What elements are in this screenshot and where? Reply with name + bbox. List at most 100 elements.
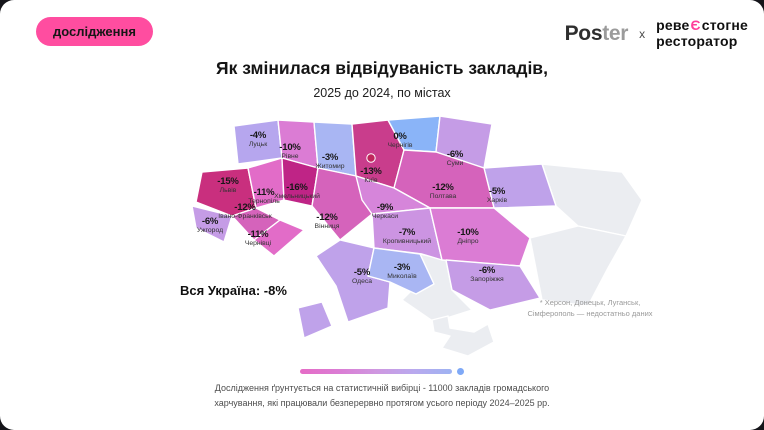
region-value: -4%: [249, 130, 267, 141]
kyiv-city-marker: [366, 153, 376, 163]
region-label-cherkasy: -9% Черкаси: [372, 202, 398, 220]
region-label-rivne: -10% Рівне: [279, 142, 301, 160]
map-labels: -4% Луцьк -10% Рівне -3% Житомир -13% Київ 0% Чер…: [190, 108, 660, 373]
footer-line2: харчування, які працювали безперервно пр…: [214, 397, 550, 408]
region-city: Київ: [364, 177, 378, 184]
region-city: Кропивницький: [382, 238, 432, 245]
region-label-poltava: -12% Полтава: [430, 182, 457, 200]
region-value: -13%: [360, 166, 382, 177]
region-label-vinnytsia: -12% Вінниця: [315, 212, 340, 230]
region-value: -6%: [478, 265, 496, 276]
region-label-uzhhorod: -6% Ужгород: [197, 216, 223, 234]
region-label-kharkiv: -5% Харків: [487, 186, 507, 204]
region-city: Запоріжжя: [470, 276, 504, 283]
poster-logo: Poster: [565, 22, 629, 46]
methodology-footer: Дослідження ґрунтується на статистичній …: [0, 381, 764, 411]
page-title: Як змінилася відвідуваність закладів,: [216, 58, 548, 78]
region-value: -5%: [488, 186, 506, 197]
overall-summary: Вся Україна: -8%: [180, 283, 287, 298]
region-value: -12%: [234, 202, 256, 213]
poster-logo-dark: Pos: [564, 21, 603, 45]
partner-word1: реве: [656, 17, 690, 33]
logo-row: Poster x ревеЄстогне ресторатор: [565, 17, 748, 49]
partner-logo-line2: ресторатор: [656, 32, 738, 49]
region-city: Полтава: [429, 193, 457, 200]
region-value: -10%: [279, 142, 301, 153]
region-label-chernihiv: 0% Чернігів: [388, 131, 413, 149]
region-city: Суми: [446, 160, 464, 167]
region-crimea: [431, 315, 495, 357]
research-badge: дослідження: [36, 17, 153, 46]
region-label-lutsk: -4% Луцьк: [249, 130, 267, 148]
region-city: Чернігів: [387, 142, 413, 149]
region-value: -11%: [253, 187, 275, 198]
region-label-kyiv: -13% Київ: [360, 166, 382, 184]
region-vinnytsia: [311, 167, 373, 241]
region-city: Луцьк: [248, 141, 268, 148]
region-value: -11%: [247, 229, 269, 240]
region-label-ivano-frankivsk: -12% Івано-Франківськ: [218, 202, 271, 220]
region-dnipro: [429, 207, 531, 267]
legend: [300, 368, 464, 375]
region-label-mykolaiv: -3% Миколаїв: [387, 262, 416, 280]
region-label-chernivtsi: -11% Чернівці: [245, 229, 271, 247]
region-label-zhytomyr: -3% Житомир: [315, 152, 344, 170]
region-value: -3%: [321, 152, 339, 163]
region-city: Хмельницький: [274, 193, 320, 200]
ukraine-map: -4% Луцьк -10% Рівне -3% Житомир -13% Київ 0% Чер…: [190, 108, 660, 373]
region-label-dnipro: -10% Дніпро: [457, 227, 479, 245]
region-mykolaiv: [367, 247, 435, 295]
region-value: -3%: [393, 262, 411, 273]
no-data-note-line2: Сімферополь — недостатньо даних: [527, 308, 653, 318]
ampersand-glyph: Є: [690, 17, 701, 33]
region-zaporizhzhia: [445, 259, 541, 311]
region-city: Харків: [486, 197, 508, 204]
region-city: Черкаси: [371, 213, 399, 220]
region-city: Одеса: [351, 278, 373, 285]
partner-logo-line1: ревеЄстогне: [656, 17, 748, 34]
region-value: -10%: [457, 227, 479, 238]
region-city: Рівне: [281, 153, 299, 160]
region-label-lviv: -15% Львів: [217, 176, 239, 194]
region-city: Миколаїв: [387, 273, 417, 280]
region-city: Житомир: [315, 163, 345, 170]
region-label-odesa: -5% Одеса: [352, 267, 372, 285]
region-label-khmelnytskyi: -16% Хмельницький: [274, 182, 320, 200]
legend-blue-dot: [457, 368, 464, 375]
region-value: -16%: [286, 182, 308, 193]
region-label-ternopil: -11% Тернопіль: [248, 187, 280, 205]
region-label-sumy: -6% Суми: [447, 149, 464, 167]
region-donetsk: [529, 225, 627, 307]
region-kropyvnytskyi: [371, 207, 443, 261]
region-value: -7%: [398, 227, 416, 238]
region-label-kropyvnytskyi: -7% Кропивницький: [383, 227, 431, 245]
region-city: Дніпро: [457, 238, 479, 245]
no-data-note: * Херсон, Донецьк, Луганськ, Сімферополь…: [505, 298, 675, 320]
poster-logo-light: ter: [602, 21, 629, 45]
region-label-zaporizhzhia: -6% Запоріжжя: [470, 265, 503, 283]
footer-line1: Дослідження ґрунтується на статистичній …: [214, 383, 550, 393]
partner-word2: стогне: [701, 17, 748, 33]
region-value: -9%: [376, 202, 394, 213]
region-value: -6%: [201, 216, 219, 227]
region-city: Тернопіль: [248, 198, 280, 205]
region-city: Вінниця: [314, 223, 340, 230]
region-chernivtsi: [253, 219, 305, 257]
region-value: -5%: [353, 267, 371, 278]
collab-x-separator: x: [639, 26, 646, 41]
region-odesa-budjak: [297, 301, 333, 339]
region-value: -12%: [432, 182, 454, 193]
region-value: -15%: [217, 176, 239, 187]
region-uzhhorod: [191, 205, 233, 243]
partner-logo: ревеЄстогне ресторатор: [656, 17, 748, 49]
legend-gradient-bar: [300, 369, 452, 374]
no-data-note-line1: * Херсон, Донецьк, Луганськ,: [539, 298, 641, 307]
page-subtitle: 2025 до 2024, по містах: [313, 86, 451, 100]
region-city: Івано-Франківськ: [218, 213, 272, 220]
region-city: Чернівці: [244, 240, 272, 247]
region-value: -12%: [316, 212, 338, 223]
region-value: 0%: [393, 131, 407, 142]
region-city: Ужгород: [196, 227, 224, 234]
region-value: -6%: [446, 149, 464, 160]
